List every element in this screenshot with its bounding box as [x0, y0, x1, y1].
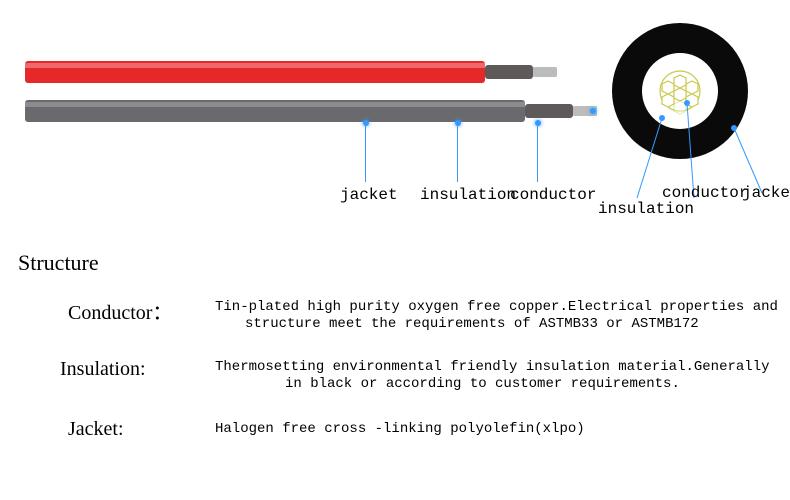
- label-insulation: insulation: [420, 186, 516, 204]
- cross-label-conductor: conductor: [662, 184, 748, 202]
- item-conductor-desc2: structure meet the requirements of ASTMB…: [245, 316, 699, 332]
- cable-black: [25, 94, 605, 128]
- item-insulation-label: Insulation:: [60, 358, 146, 381]
- leader-conductor: [537, 126, 538, 182]
- dot-jacket: [363, 120, 369, 126]
- structure-title: Structure: [18, 250, 99, 276]
- item-jacket-desc1: Halogen free cross -linking polyolefin(x…: [215, 421, 585, 437]
- diagram-canvas: jacket insulation conductor insulation c…: [0, 0, 790, 500]
- label-conductor: conductor: [510, 186, 596, 204]
- cross-label-jacket: jacket: [742, 184, 790, 202]
- label-jacket: jacket: [340, 186, 398, 204]
- item-insulation-desc2: in black or according to customer requir…: [285, 376, 680, 392]
- leader-jacket: [365, 126, 366, 182]
- item-jacket-label: Jacket:: [68, 418, 124, 441]
- item-insulation-desc1: Thermosetting environmental friendly ins…: [215, 359, 770, 375]
- dot-conductor-end: [590, 108, 596, 114]
- dot-conductor: [535, 120, 541, 126]
- item-conductor-label: Conductor：: [68, 296, 172, 325]
- leader-insulation: [457, 126, 458, 182]
- dot-insulation: [455, 120, 461, 126]
- cross-label-insulation: insulation: [598, 200, 694, 218]
- item-conductor-desc1: Tin-plated high purity oxygen free coppe…: [215, 299, 778, 315]
- cable-red: [25, 55, 560, 89]
